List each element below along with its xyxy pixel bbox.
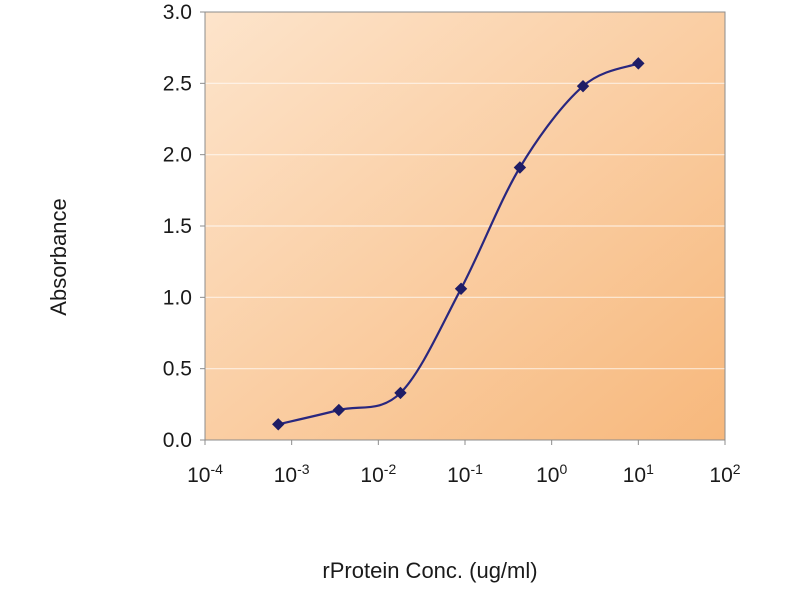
- x-tick-label: 10-1: [447, 461, 483, 487]
- x-tick-label: 102: [709, 461, 740, 487]
- y-tick-label: 0.5: [163, 358, 192, 381]
- y-tick-label: 2.5: [163, 72, 192, 95]
- y-tick-label: 1.0: [163, 286, 192, 309]
- y-tick-label: 0.0: [163, 429, 192, 452]
- data-point-marker: [454, 282, 468, 295]
- x-tick-label: 10-4: [187, 461, 223, 487]
- x-axis-title: rProtein Conc. (ug/ml): [322, 558, 538, 583]
- data-point-marker: [332, 403, 346, 417]
- data-point-marker: [576, 79, 590, 93]
- data-point-marker: [513, 161, 527, 174]
- y-tick-label: 1.5: [163, 215, 192, 238]
- data-point-marker: [394, 386, 407, 400]
- x-tick-label: 101: [623, 461, 654, 487]
- x-tick-label: 100: [536, 461, 567, 487]
- x-tick-label: 10-2: [360, 461, 396, 487]
- data-point-marker: [632, 57, 645, 70]
- data-point-marker: [272, 418, 285, 431]
- y-axis-title: Absorbance: [46, 198, 71, 316]
- x-tick-label: 10-3: [274, 461, 310, 487]
- y-tick-label: 3.0: [163, 1, 192, 24]
- y-tick-label: 2.0: [163, 144, 192, 167]
